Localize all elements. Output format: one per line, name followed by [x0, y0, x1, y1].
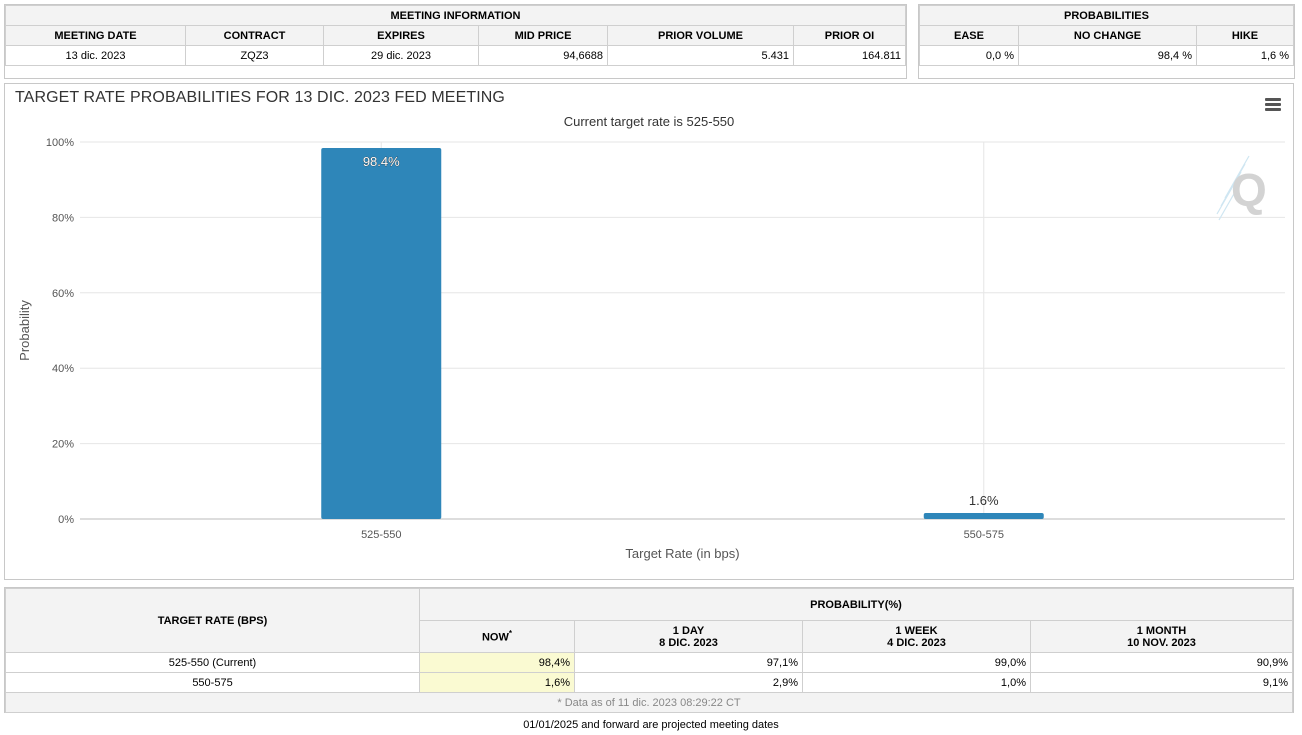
mid-price-value: 94,6688 — [478, 45, 608, 66]
probabilities-caption: PROBABILITIES — [919, 5, 1294, 26]
col-1day-date: 8 DIC. 2023 — [659, 636, 718, 649]
x-tick-label: 550-575 — [964, 529, 1004, 541]
chart-subtitle: Current target rate is 525-550 — [563, 114, 735, 129]
meeting-date-value: 13 dic. 2023 — [5, 45, 186, 66]
day-cell: 97,1% — [574, 652, 803, 673]
col-1week-label: 1 WEEK — [895, 624, 938, 637]
col-now-label: NOW — [481, 631, 509, 644]
header-no-change: NO CHANGE — [1018, 25, 1197, 46]
header-expires: EXPIRES — [323, 25, 479, 46]
bar-525-550 — [321, 148, 442, 520]
header-contract: CONTRACT — [185, 25, 324, 46]
header-prior-oi: PRIOR OI — [793, 25, 906, 46]
x-tick-label: 525-550 — [361, 529, 401, 541]
y-tick-label: 20% — [52, 439, 74, 451]
probabilities-panel: PROBABILITIES EASE NO CHANGE HIKE 0,0 % … — [918, 4, 1295, 79]
data-label: 98.4% — [363, 154, 400, 169]
month-cell: 90,9% — [1030, 652, 1293, 673]
header-mid-price: MID PRICE — [478, 25, 608, 46]
y-axis-label: Probability — [17, 300, 32, 361]
probability-table-panel: TARGET RATE (BPS) PROBABILITY(%) NOW* 1 … — [4, 587, 1294, 713]
no-change-value: 98,4 % — [1018, 45, 1197, 66]
y-tick-label: 80% — [52, 212, 74, 224]
header-hike: HIKE — [1196, 25, 1294, 46]
meeting-info-table: MEETING INFORMATION MEETING DATE CONTRAC… — [5, 5, 906, 66]
rate-cell: 525-550 (Current) — [5, 652, 420, 673]
projected-dates-note: 01/01/2025 and forward are projected mee… — [523, 719, 779, 731]
table-row: 525-550 (Current) 98,4% 97,1% 99,0% 90,9… — [5, 652, 1293, 673]
day-cell: 2,9% — [574, 672, 803, 693]
header-prior-volume: PRIOR VOLUME — [607, 25, 794, 46]
probability-header: PROBABILITY(%) — [419, 588, 1293, 621]
chart-title: TARGET RATE PROBABILITIES FOR 13 DIC. 20… — [15, 89, 505, 106]
menu-icon[interactable] — [1265, 98, 1281, 112]
y-tick-label: 0% — [58, 514, 74, 526]
col-1month-date: 10 NOV. 2023 — [1127, 636, 1196, 649]
contract-value: ZQZ3 — [185, 45, 324, 66]
col-1month-label: 1 MONTH — [1136, 624, 1187, 637]
header-ease: EASE — [919, 25, 1019, 46]
col-now: NOW* — [419, 620, 575, 653]
probability-table: TARGET RATE (BPS) PROBABILITY(%) NOW* 1 … — [5, 588, 1293, 713]
ease-value: 0,0 % — [919, 45, 1019, 66]
header-meeting-date: MEETING DATE — [5, 25, 186, 46]
target-rate-header: TARGET RATE (BPS) — [5, 588, 420, 653]
svg-text:Q: Q — [1231, 164, 1267, 216]
week-cell: 1,0% — [802, 672, 1031, 693]
table-row: 550-575 1,6% 2,9% 1,0% 9,1% — [5, 672, 1293, 693]
watermark-logo-icon: Q — [1216, 155, 1267, 221]
col-1week-date: 4 DIC. 2023 — [887, 636, 946, 649]
probabilities-table: PROBABILITIES EASE NO CHANGE HIKE 0,0 % … — [919, 5, 1294, 66]
y-tick-label: 40% — [52, 363, 74, 375]
chart-panel: 0% 20% 40% 60% 80% 100% 98.4% 525-550 1.6% 550-57… — [4, 83, 1294, 580]
expires-value: 29 dic. 2023 — [323, 45, 479, 66]
month-cell: 9,1% — [1030, 672, 1293, 693]
bar-550-575 — [923, 512, 1044, 519]
col-1day: 1 DAY 8 DIC. 2023 — [574, 620, 803, 653]
prior-volume-value: 5.431 — [607, 45, 794, 66]
data-label: 1.6% — [969, 493, 999, 508]
y-tick-label: 100% — [46, 137, 74, 149]
meeting-info-panel: MEETING INFORMATION MEETING DATE CONTRAC… — [4, 4, 907, 79]
meeting-info-caption: MEETING INFORMATION — [5, 5, 906, 26]
probability-chart: 0% 20% 40% 60% 80% 100% 98.4% 525-550 1.6% 550-57… — [17, 137, 1285, 561]
col-1week: 1 WEEK 4 DIC. 2023 — [802, 620, 1031, 653]
data-timestamp-footnote: * Data as of 11 dic. 2023 08:29:22 CT — [5, 692, 1293, 713]
y-tick-label: 60% — [52, 288, 74, 300]
now-cell: 1,6% — [419, 672, 575, 693]
now-cell: 98,4% — [419, 652, 575, 673]
x-axis-label: Target Rate (in bps) — [625, 546, 739, 561]
col-1month: 1 MONTH 10 NOV. 2023 — [1030, 620, 1293, 653]
col-1day-label: 1 DAY — [672, 624, 705, 637]
prior-oi-value: 164.811 — [793, 45, 906, 66]
rate-cell: 550-575 — [5, 672, 420, 693]
hike-value: 1,6 % — [1196, 45, 1294, 66]
col-now-sup: * — [508, 629, 512, 639]
week-cell: 99,0% — [802, 652, 1031, 673]
